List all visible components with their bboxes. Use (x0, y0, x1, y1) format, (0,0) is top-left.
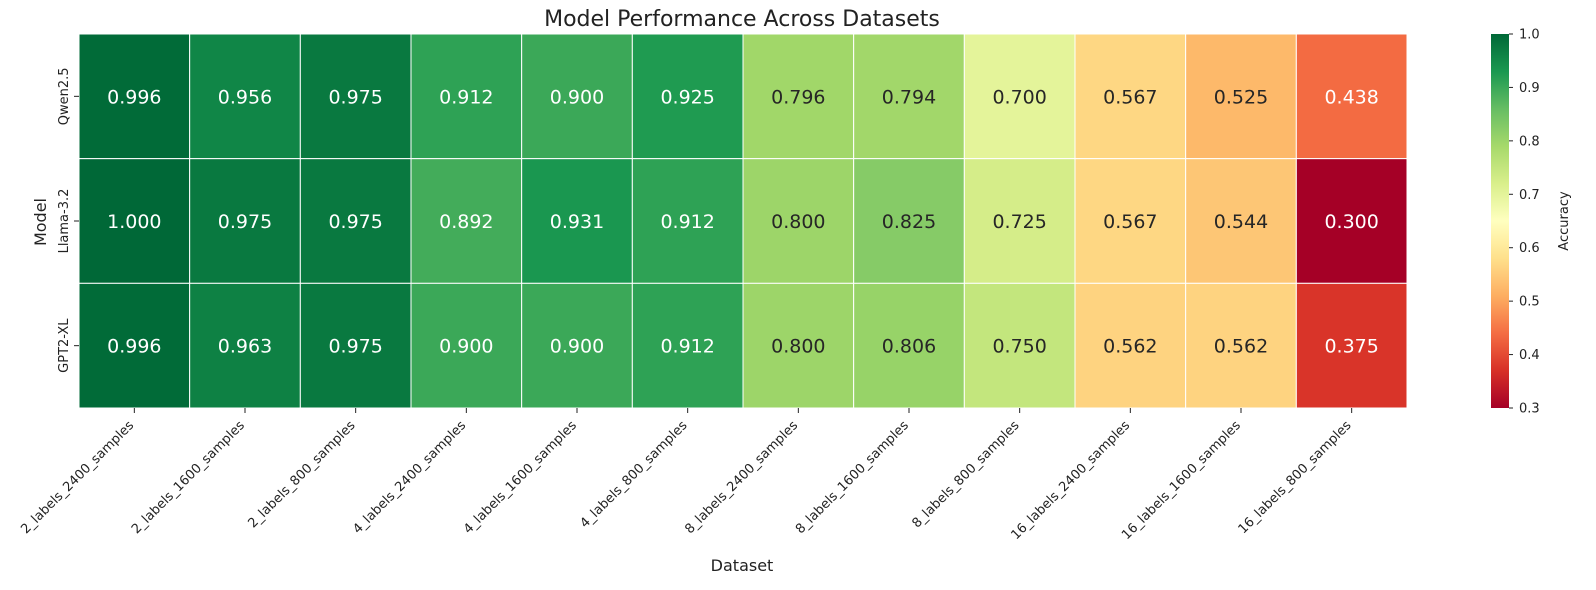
colorbar-tick-label: 0.7 (1519, 188, 1540, 203)
heatmap-cell (1295, 33, 1408, 160)
cell-value-label: 0.700 (992, 86, 1046, 108)
heatmap-cell (521, 282, 633, 409)
cell-value-label: 0.925 (660, 86, 714, 108)
colorbar-tick-label: 0.6 (1519, 241, 1540, 256)
x-tick-label: 2_labels_1600_samples (129, 418, 248, 537)
heatmap-cell (78, 158, 191, 284)
heatmap-cell (742, 158, 855, 284)
y-tick-label: Qwen2.5 (57, 67, 72, 125)
cell-value-label: 0.975 (328, 336, 382, 358)
colorbar-tick-label: 0.4 (1519, 348, 1540, 363)
x-tick-label: 8_labels_800_samples (909, 418, 1022, 531)
heatmap-cell (189, 33, 301, 160)
cell-value-label: 0.750 (992, 336, 1046, 358)
x-tick-label: 4_labels_2400_samples (350, 418, 469, 537)
heatmap-cell (631, 33, 744, 160)
cell-value-label: 0.562 (1103, 336, 1157, 358)
x-tick-label: 4_labels_800_samples (577, 418, 690, 531)
cell-value-label: 0.796 (771, 86, 825, 108)
colorbar-tick-label: 0.8 (1519, 134, 1540, 149)
heatmap-cell (521, 33, 633, 160)
heatmap-cell (1295, 282, 1408, 409)
cell-value-label: 0.794 (882, 86, 936, 108)
cell-value-label: 0.806 (882, 336, 936, 358)
heatmap-cell (853, 158, 965, 284)
y-tick-label: GPT2-XL (57, 318, 72, 373)
heatmap-cell (299, 158, 412, 284)
heatmap-cell (299, 33, 412, 160)
colorbar-tick-label: 0.3 (1519, 402, 1540, 417)
cell-value-label: 0.931 (550, 211, 604, 233)
x-axis: 2_labels_2400_samples2_labels_1600_sampl… (18, 408, 1355, 543)
x-axis-label: Dataset (711, 556, 774, 575)
cell-value-label: 0.963 (218, 336, 272, 358)
cell-value-label: 0.567 (1103, 211, 1157, 233)
cell-value-label: 0.825 (882, 211, 936, 233)
cell-value-label: 0.892 (439, 211, 493, 233)
cell-value-label: 0.525 (1214, 86, 1268, 108)
cell-value-label: 0.567 (1103, 86, 1157, 108)
heatmap-cell (1074, 158, 1187, 284)
cell-value-label: 0.900 (550, 86, 604, 108)
y-axis: Qwen2.5 Llama-3.2 GPT2-XL (57, 67, 79, 373)
colorbar-tick-label: 1.0 (1519, 28, 1540, 43)
heatmap-cell (189, 158, 301, 284)
cell-value-label: 0.725 (992, 211, 1046, 233)
heatmap-cell (299, 282, 412, 409)
cell-value-label: 0.900 (439, 336, 493, 358)
heatmap-cell (1074, 33, 1187, 160)
x-tick-label: 4_labels_1600_samples (461, 418, 580, 537)
colorbar-tick-label: 0.9 (1519, 81, 1540, 96)
cell-value-label: 0.975 (218, 211, 272, 233)
heatmap-cell (521, 158, 633, 284)
heatmap-cell (742, 282, 855, 409)
cell-value-label: 0.956 (218, 86, 272, 108)
colorbar-tick-label: 0.5 (1519, 295, 1540, 310)
heatmap-cell (410, 158, 523, 284)
cell-value-label: 0.300 (1324, 211, 1378, 233)
colorbar (1491, 34, 1509, 408)
x-tick-label: 2_labels_2400_samples (18, 418, 137, 537)
cell-value-label: 0.912 (439, 86, 493, 108)
x-tick-label: 8_labels_2400_samples (682, 418, 801, 537)
y-axis-label: Model (31, 198, 50, 246)
heatmap-cell (78, 33, 191, 160)
cell-value-label: 0.975 (328, 86, 382, 108)
heatmap-cell (1185, 282, 1297, 409)
x-tick-label: 8_labels_1600_samples (793, 418, 912, 537)
heatmap-cell (1295, 158, 1408, 284)
heatmap-cell (1185, 158, 1297, 284)
cell-value-label: 0.544 (1214, 211, 1268, 233)
cell-value-label: 0.438 (1324, 86, 1378, 108)
cell-value-label: 0.800 (771, 336, 825, 358)
cell-value-label: 0.996 (107, 336, 161, 358)
colorbar-axis: 0.3 0.4 0.5 0.6 0.7 0.8 0.9 1.0 (1509, 28, 1540, 417)
cell-value-label: 1.000 (107, 211, 161, 233)
cell-value-label: 0.800 (771, 211, 825, 233)
heatmap-cells: 0.996 0.956 0.975 0.912 0.900 0.925 0.796 0.794… (78, 33, 1408, 409)
x-tick-label: 16_labels_1600_samples (1119, 418, 1244, 543)
heatmap-cell (410, 33, 523, 160)
heatmap-cell (853, 33, 965, 160)
heatmap-cell (963, 158, 1076, 284)
heatmap-cell (631, 158, 744, 284)
x-tick-label: 2_labels_800_samples (245, 418, 358, 531)
heatmap-cell (410, 282, 523, 409)
cell-value-label: 0.975 (328, 211, 382, 233)
cell-value-label: 0.912 (660, 336, 714, 358)
x-tick-label: 16_labels_800_samples (1236, 418, 1355, 537)
heatmap-cell (78, 282, 191, 409)
cell-value-label: 0.562 (1214, 336, 1268, 358)
cell-value-label: 0.900 (550, 336, 604, 358)
y-tick-label: Llama-3.2 (57, 189, 72, 254)
colorbar-label: Accuracy (1557, 191, 1572, 251)
chart-title: Model Performance Across Datasets (544, 7, 940, 32)
cell-value-label: 0.912 (660, 211, 714, 233)
x-tick-label: 16_labels_2400_samples (1008, 418, 1133, 543)
cell-value-label: 0.375 (1324, 336, 1378, 358)
cell-value-label: 0.996 (107, 86, 161, 108)
